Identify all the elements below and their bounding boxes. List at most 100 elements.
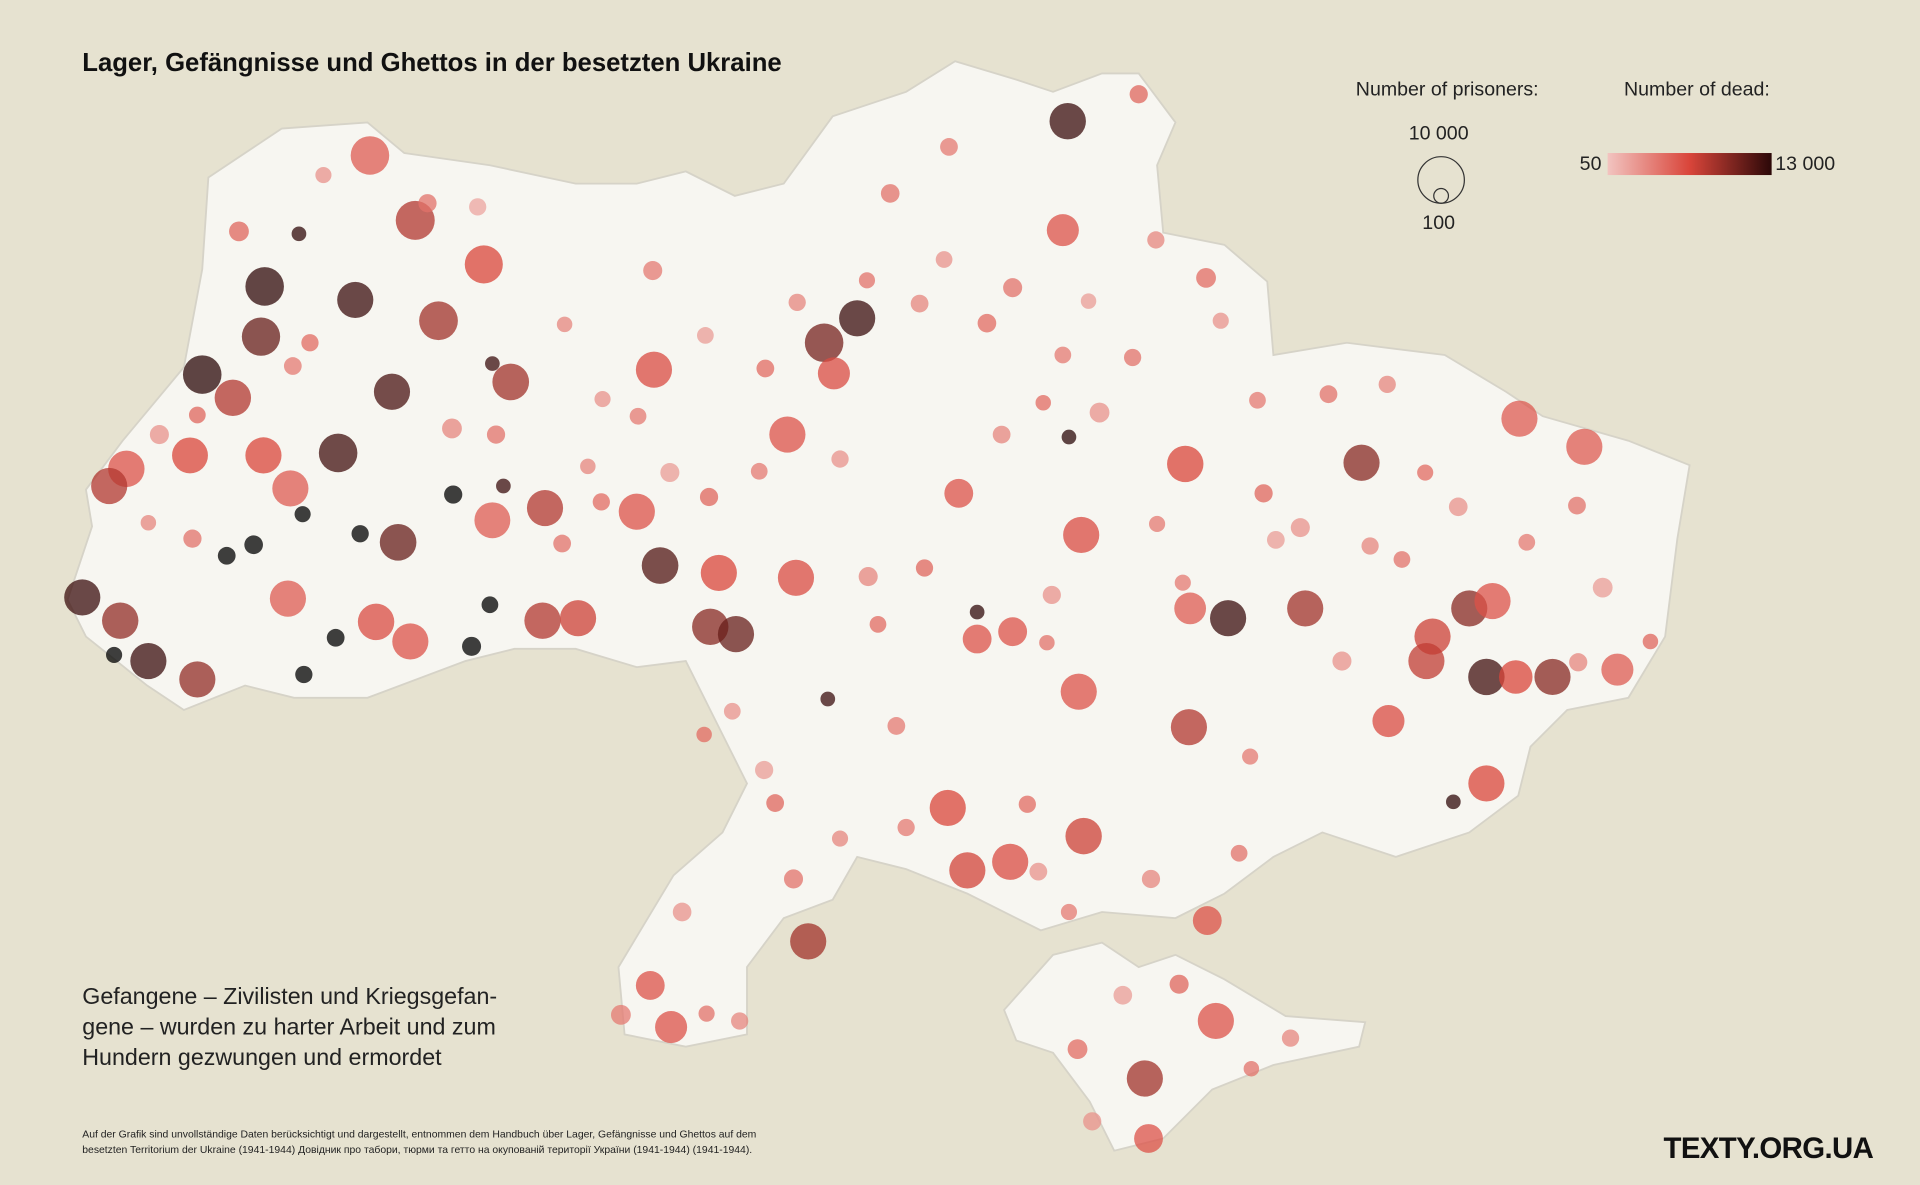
camp-point [910,294,929,313]
camp-point [496,478,511,494]
camp-point [245,437,282,474]
camp-point [294,506,311,523]
camp-point [1134,1124,1163,1153]
camp-point [915,559,934,577]
camp-point [1534,658,1571,696]
camp-point [106,646,123,664]
camp-point [556,316,573,333]
camp-point [1266,530,1285,549]
camp-point [1281,1029,1300,1047]
camp-point [635,351,673,388]
camp-point [1566,428,1603,465]
camp-point [419,301,458,341]
camp-point [940,138,958,156]
camp-point [1080,293,1097,309]
camp-point [949,852,986,889]
camp-point [700,554,737,591]
camp-point [1049,102,1086,140]
camp-point [315,166,332,184]
camp-point [1129,85,1148,104]
camp-point [485,356,500,371]
camp-point [172,437,208,474]
camp-point [1065,817,1102,855]
camp-point [696,327,714,344]
camp-point [1569,653,1588,672]
camp-point [1568,496,1586,515]
camp-point [1060,673,1097,710]
title: Lager, Gefängnisse und Ghettos in der be… [82,49,781,77]
camp-point [1167,445,1204,483]
camp-point [804,323,844,363]
crimea [1003,941,1367,1152]
camp-point [102,602,139,639]
camp-point [486,425,506,444]
color-legend-min: 50 [1580,153,1602,175]
camp-point [672,902,692,922]
camp-point [1060,903,1078,921]
camp-point [977,313,997,333]
camp-point [717,616,755,653]
camp-point [1170,709,1208,746]
camp-point [492,363,530,401]
camp-point [1042,585,1061,605]
footnote-line: besetzten Territorium der Ukraine (1941-… [82,1144,752,1156]
camp-point [998,617,1028,647]
camp-point [283,357,302,375]
camp-point [1393,551,1411,568]
camp-point [790,923,827,960]
camp-point [880,184,900,203]
camp-point [1126,1060,1163,1097]
camp-point [1408,642,1445,680]
camp-point [1063,516,1100,554]
camp-point [241,317,281,356]
camp-point [351,525,369,543]
camp-point [350,136,390,175]
camp-point [1212,312,1229,329]
camp-point [635,971,665,1000]
camp-point [817,357,850,390]
camp-point [1445,794,1461,810]
camp-point [594,391,611,408]
camp-point [1123,348,1142,367]
camp-point [140,514,157,531]
camp-point [469,198,487,216]
camp-point [1518,533,1536,551]
camp-point [641,547,679,584]
camp-point [820,691,836,707]
camp-point [318,433,358,473]
camp-point [326,628,345,647]
camp-point [1249,391,1266,409]
camp-point [944,478,974,508]
camp-point [839,300,876,337]
camp-point [935,251,953,268]
camp-point [1061,429,1077,445]
camp-point [1196,267,1216,288]
camp-point [1018,795,1036,813]
size-legend-min: 100 [1422,212,1455,234]
camp-point [442,418,462,439]
camp-point [858,272,876,289]
camp-point [291,226,307,242]
camp-point [1448,497,1468,517]
camp-point [1169,974,1189,994]
camp-point [379,523,417,561]
size-legend-circle [1433,187,1450,204]
camp-point [756,359,775,378]
color-legend-title: Number of dead: [1624,78,1770,100]
camp-point [1468,658,1505,696]
camp-point [1319,385,1338,404]
camp-point [897,818,915,837]
camp-point [788,293,806,312]
camp-point [1149,515,1166,533]
size-legend-title: Number of prisoners: [1356,78,1539,100]
camp-point [1174,592,1207,625]
camp-point [660,463,680,483]
camp-point [1601,653,1634,686]
camp-point [592,493,610,511]
camp-point [1254,484,1273,503]
camp-point [655,1011,688,1044]
camp-point [1083,1112,1102,1131]
camp-point [1243,1060,1260,1077]
camp-point [182,355,222,394]
